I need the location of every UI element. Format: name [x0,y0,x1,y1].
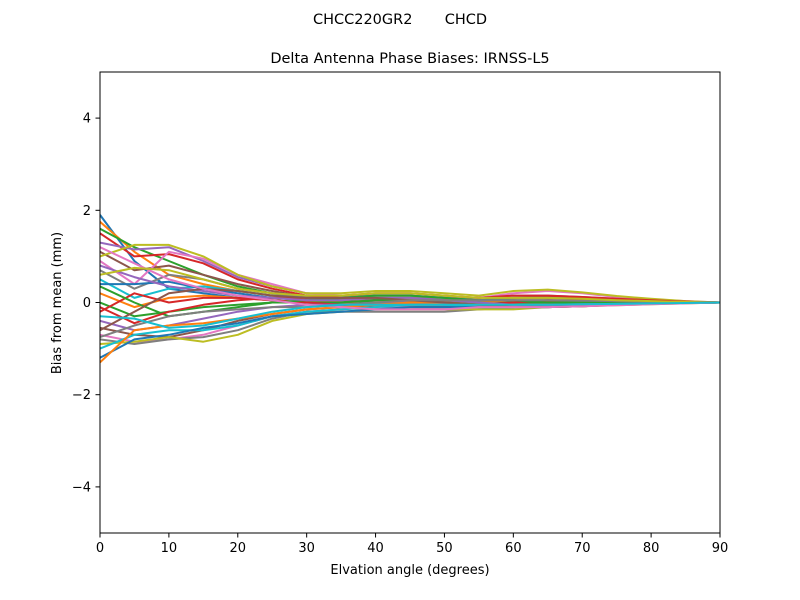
x-tick-label: 90 [712,541,729,556]
series-line-27 [100,246,720,311]
y-tick-label: −2 [72,388,91,403]
y-tick-label: 0 [83,296,91,311]
y-tick-label: 4 [83,112,91,127]
chart-title: Delta Antenna Phase Biases: IRNSS-L5 [270,51,549,67]
y-axis-ticks: −4 −2 0 2 4 [72,112,100,495]
x-tick-label: 0 [96,541,104,556]
y-tick-label: 2 [83,204,91,219]
series-line-30 [100,301,720,329]
x-tick-label: 20 [230,541,247,556]
series-line-9 [100,243,720,304]
x-axis-label: Elvation angle (degrees) [330,563,489,578]
y-tick-label: −4 [72,480,91,495]
x-tick-label: 50 [436,541,453,556]
x-tick-label: 30 [298,541,315,556]
figure-suptitle: CHCC220GR2 CHCD [313,12,487,28]
x-tick-label: 60 [505,541,522,556]
x-axis-ticks: 0 10 20 30 40 50 60 70 80 90 [96,533,728,556]
x-tick-label: 40 [367,541,384,556]
series-lines [100,214,720,364]
y-axis-label: Bias from mean (mm) [50,232,65,374]
x-tick-label: 70 [574,541,591,556]
x-tick-label: 10 [161,541,178,556]
series-line-29 [100,266,720,304]
x-tick-label: 80 [643,541,660,556]
